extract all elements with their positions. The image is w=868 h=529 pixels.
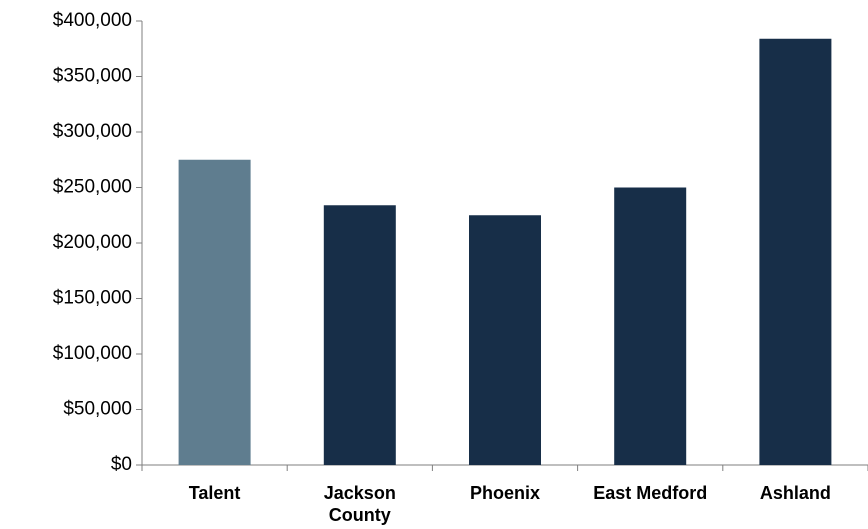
y-tick-label: $300,000 [53, 121, 132, 142]
x-tick-label: Jackson County [324, 483, 396, 525]
y-tick-label: $350,000 [53, 66, 132, 87]
y-tick-label: $100,000 [53, 343, 132, 364]
y-tick-label: $0 [111, 454, 132, 475]
x-tick-label: East Medford [593, 483, 707, 503]
x-tick-label: Talent [189, 483, 241, 503]
y-tick-label: $50,000 [63, 399, 132, 420]
bar [469, 215, 541, 465]
y-tick-label: $400,000 [53, 10, 132, 31]
bar [323, 205, 396, 465]
y-tick-label: $200,000 [53, 232, 132, 253]
y-tick-label: $150,000 [53, 288, 132, 309]
bar [759, 38, 832, 465]
bar [614, 187, 687, 465]
bars [178, 38, 832, 465]
x-tick-label: Phoenix [470, 483, 540, 503]
bar [178, 159, 251, 465]
x-axis: Talent Jackson County Phoenix East Medford As… [141, 464, 868, 525]
y-axis: $0 $50,000 $100,000 $150,000 $200,000 $250,00… [53, 10, 143, 475]
y-tick-label: $250,000 [53, 177, 132, 198]
x-tick-label: Ashland [760, 483, 831, 503]
